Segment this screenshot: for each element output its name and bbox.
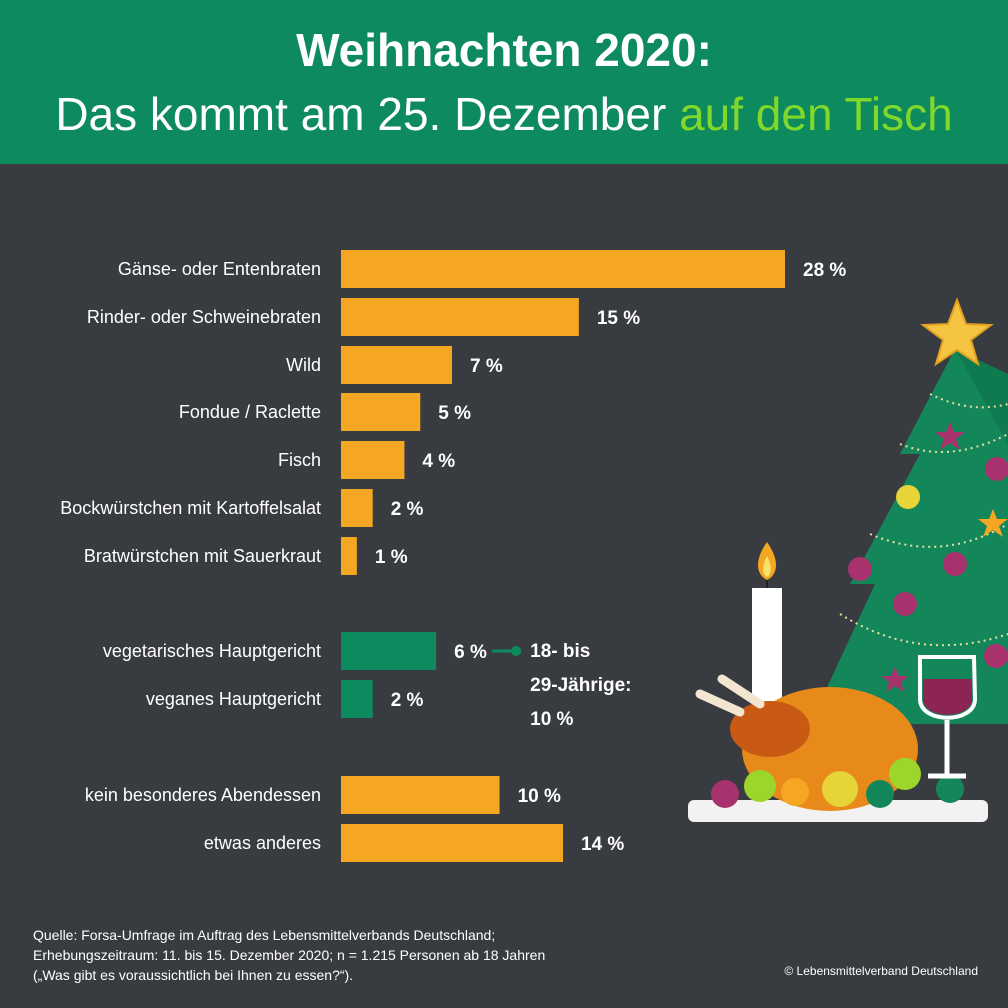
value-label-2: 15 %: [597, 308, 640, 329]
title-line-1: Weihnachten 2020:: [296, 24, 712, 76]
category-label-7: Bratwürstchen mit Sauerkraut: [84, 546, 321, 566]
category-label-8: vegetarisches Hauptgericht: [103, 641, 321, 661]
annotation-dot: [511, 646, 522, 656]
value-label-3: 7 %: [470, 356, 503, 377]
category-label-5: Fisch: [278, 450, 321, 470]
star-icon: [920, 297, 994, 367]
value-label-1: 28 %: [803, 260, 846, 281]
source-note: Quelle: Forsa-Umfrage im Auftrag des Leb…: [33, 925, 633, 985]
copyright-note: © Lebensmittelverband Deutschland: [784, 964, 978, 978]
roast-goose-icon: [688, 674, 988, 822]
category-label-10: kein besonderes Abendessen: [85, 785, 321, 805]
bar-8: [341, 632, 437, 670]
value-label-5: 4 %: [422, 451, 455, 472]
bar-2: [341, 298, 579, 336]
title-line-2-main: Das kommt am 25. Dezember: [55, 88, 680, 140]
value-label-9: 2 %: [391, 690, 424, 711]
bar-3: [341, 346, 452, 384]
category-label-6: Bockwürstchen mit Kartoffelsalat: [60, 498, 321, 518]
annotation-line-3: 10 %: [530, 709, 573, 730]
value-label-8: 6 %: [454, 642, 487, 663]
wine-glass-icon: [918, 655, 978, 779]
value-label-10: 10 %: [518, 786, 561, 807]
value-label-7: 1 %: [375, 547, 408, 568]
category-label-1: Gänse- oder Entenbraten: [118, 259, 321, 279]
category-label-11: etwas anderes: [204, 833, 321, 853]
bar-6: [341, 489, 373, 527]
header-banner: Weihnachten 2020: Das kommt am 25. Dezem…: [0, 0, 1008, 164]
category-label-9: veganes Hauptgericht: [146, 689, 321, 709]
bar-5: [341, 441, 405, 479]
christmas-tree-icon: [810, 349, 1008, 724]
category-label-4: Fondue / Raclette: [179, 402, 321, 422]
source-line-1: Quelle: Forsa-Umfrage im Auftrag des Leb…: [33, 927, 496, 943]
bar-1: [341, 250, 785, 288]
bars-layer: [341, 250, 785, 862]
bar-4: [341, 393, 421, 431]
value-label-11: 14 %: [581, 834, 624, 855]
bar-10: [341, 776, 500, 814]
value-label-6: 2 %: [391, 499, 424, 520]
category-label-2: Rinder- oder Schweinebraten: [87, 307, 321, 327]
bar-11: [341, 824, 563, 862]
annotation-line-1: 18- bis: [530, 641, 590, 662]
source-line-2: Erhebungszeitraum: 11. bis 15. Dezember …: [33, 947, 546, 963]
title-line-2-accent: auf den Tisch: [679, 88, 953, 140]
category-label-3: Wild: [286, 355, 321, 375]
vegetarian-age-annotation: 18- bis 29-Jährige: 10 %: [492, 641, 632, 730]
source-line-3: („Was gibt es voraussichtlich bei Ihnen …: [33, 967, 354, 983]
bar-chart: Gänse- oder Entenbraten 28 % Rinder- oder …: [60, 250, 1008, 862]
labels-layer: Gänse- oder Entenbraten 28 % Rinder- oder …: [60, 259, 846, 855]
title-line-2: Das kommt am 25. Dezember auf den Tisch: [0, 84, 1008, 144]
bar-7: [341, 537, 357, 575]
bar-9: [341, 680, 373, 718]
value-label-4: 5 %: [438, 403, 471, 424]
annotation-line-2: 29-Jährige:: [530, 675, 631, 696]
